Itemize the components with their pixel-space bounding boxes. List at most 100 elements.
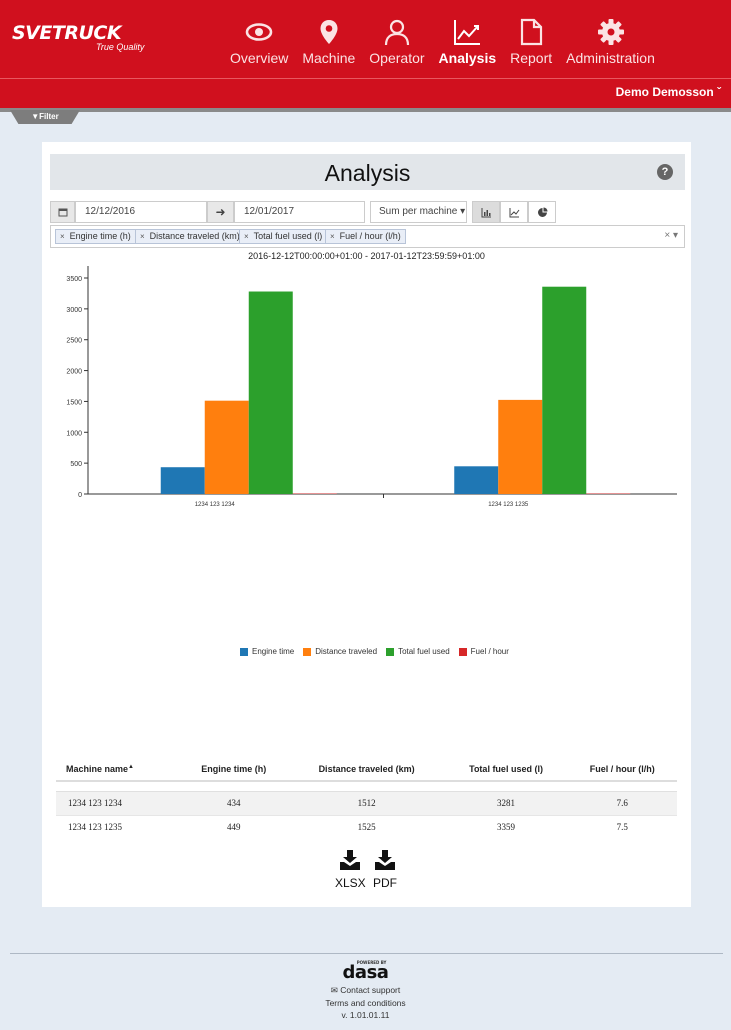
tag-engine-time[interactable]: × Engine time (h) bbox=[55, 229, 136, 244]
clear-tags-button[interactable]: × ▾ bbox=[664, 230, 678, 241]
bar-chart-view-button[interactable] bbox=[472, 201, 500, 223]
y-tick-label: 2500 bbox=[66, 338, 82, 345]
legend-item-fuel-per-hour[interactable]: Fuel / hour bbox=[458, 647, 509, 656]
tag-label: Fuel / hour (l/h) bbox=[339, 231, 401, 241]
legend-label: Total fuel used bbox=[398, 647, 450, 656]
download-pdf-button[interactable]: PDF bbox=[373, 850, 397, 890]
metric-selector[interactable]: × Engine time (h) × Distance traveled (km)… bbox=[50, 225, 685, 248]
dasa-logo[interactable]: dasa POWERED BY bbox=[343, 960, 389, 983]
top-navigation-bar: SVETRUCK True Quality Overview Machine O… bbox=[0, 0, 731, 78]
nav-item-overview[interactable]: Overview bbox=[230, 18, 288, 66]
nav-item-analysis[interactable]: Analysis bbox=[438, 18, 497, 66]
bar bbox=[248, 291, 293, 494]
line-chart-icon bbox=[509, 208, 519, 218]
title-bar: Analysis ? bbox=[50, 154, 685, 190]
date-from-input[interactable]: 12/12/2016 bbox=[75, 201, 207, 223]
footer-divider bbox=[10, 953, 723, 954]
nav-item-administration[interactable]: Administration bbox=[566, 18, 655, 66]
cell-total-fuel-used: 3359 bbox=[444, 814, 568, 839]
document-icon bbox=[521, 18, 543, 46]
aggregation-dropdown[interactable]: Sum per machine ▾ bbox=[370, 201, 467, 223]
legend-label: Distance traveled bbox=[315, 647, 378, 656]
table-row[interactable]: 1234 123 1235 449 1525 3359 7.5 bbox=[56, 814, 677, 839]
y-tick-label: 3000 bbox=[66, 307, 82, 314]
user-menu[interactable]: Demo Demosson ˇ bbox=[615, 85, 721, 99]
remove-tag-icon[interactable]: × bbox=[60, 232, 65, 241]
cell-machine-name: 1234 123 1235 bbox=[56, 814, 179, 839]
nav-label: Administration bbox=[566, 50, 655, 66]
column-header-engine-time[interactable]: Engine time (h) bbox=[179, 757, 289, 782]
remove-tag-icon[interactable]: × bbox=[330, 232, 335, 241]
bar-chart: 0 500 1000 1500 2000 2500 3000 3500 1234 123 123… bbox=[66, 266, 677, 508]
tag-fuel-per-hour[interactable]: × Fuel / hour (l/h) bbox=[325, 229, 406, 244]
contact-support-link[interactable]: ✉ Contact support bbox=[0, 985, 731, 996]
nav-label: Analysis bbox=[438, 50, 497, 66]
powered-by-label: POWERED BY bbox=[356, 960, 387, 965]
y-tick-label: 1500 bbox=[66, 399, 82, 406]
line-chart-icon bbox=[454, 20, 481, 45]
bar bbox=[498, 399, 543, 494]
legend-item-total-fuel-used[interactable]: Total fuel used bbox=[386, 647, 450, 656]
column-header-distance-traveled[interactable]: Distance traveled (km) bbox=[288, 757, 445, 782]
calendar-button[interactable] bbox=[50, 201, 75, 223]
legend-swatch bbox=[303, 647, 312, 656]
bar bbox=[160, 467, 205, 494]
footer: dasa POWERED BY ✉ Contact support Terms a… bbox=[0, 960, 731, 1020]
filter-toggle[interactable]: ▼Filter bbox=[10, 110, 80, 124]
x-tick-label: 1234 123 1235 bbox=[488, 502, 529, 508]
nav-label: Operator bbox=[369, 50, 425, 66]
filter-label: Filter bbox=[39, 112, 59, 121]
nav-item-report[interactable]: Report bbox=[510, 18, 552, 66]
remove-tag-icon[interactable]: × bbox=[140, 232, 145, 241]
legend-label: Engine time bbox=[252, 647, 295, 656]
column-header-label: Machine name bbox=[66, 763, 129, 774]
table-row[interactable]: 1234 123 1234 434 1512 3281 7.6 bbox=[56, 790, 677, 815]
tag-total-fuel-used[interactable]: × Total fuel used (l) bbox=[239, 229, 328, 244]
nav-item-operator[interactable]: Operator bbox=[369, 18, 425, 66]
version-label: v. 1.01.01.11 bbox=[341, 1010, 390, 1020]
legend-item-distance-traveled[interactable]: Distance traveled bbox=[303, 647, 377, 656]
brand-name: SVETRUCK bbox=[12, 22, 122, 44]
terms-link[interactable]: Terms and conditions bbox=[325, 998, 406, 1008]
gear-icon bbox=[597, 19, 624, 45]
cell-engine-time: 449 bbox=[179, 814, 289, 839]
download-icon bbox=[375, 850, 395, 870]
nav-label: Machine bbox=[302, 50, 356, 66]
legend-swatch bbox=[240, 647, 248, 656]
envelope-icon: ✉ bbox=[330, 985, 338, 995]
legend-item-engine-time[interactable]: Engine time bbox=[240, 647, 294, 656]
cell-fuel-per-hour: 7.5 bbox=[567, 814, 677, 839]
cell-fuel-per-hour: 7.6 bbox=[567, 790, 677, 815]
column-header-fuel-per-hour[interactable]: Fuel / hour (l/h) bbox=[567, 757, 677, 782]
y-tick-label: 3500 bbox=[66, 276, 82, 283]
nav-label: Overview bbox=[230, 50, 289, 66]
person-icon bbox=[384, 19, 410, 46]
download-label: XLSX bbox=[335, 876, 366, 890]
brand-logo[interactable]: SVETRUCK True Quality bbox=[12, 22, 144, 52]
column-header-total-fuel-used[interactable]: Total fuel used (l) bbox=[444, 757, 568, 782]
remove-tag-icon[interactable]: × bbox=[244, 232, 249, 241]
legend-swatch bbox=[386, 647, 395, 656]
eye-icon bbox=[245, 23, 273, 41]
cell-total-fuel-used: 3281 bbox=[444, 790, 568, 815]
pie-chart-view-button[interactable] bbox=[528, 201, 556, 223]
x-tick-label: 1234 123 1234 bbox=[195, 502, 236, 508]
sort-ascending-icon: ▲ bbox=[128, 763, 134, 770]
line-chart-view-button[interactable] bbox=[500, 201, 528, 223]
help-icon[interactable]: ? bbox=[657, 164, 673, 180]
nav-item-machine[interactable]: Machine bbox=[302, 18, 355, 66]
tag-distance-traveled[interactable]: × Distance traveled (km) bbox=[135, 229, 245, 244]
cell-distance-traveled: 1525 bbox=[288, 814, 445, 839]
bar bbox=[542, 286, 587, 494]
y-tick-label: 0 bbox=[78, 492, 82, 499]
arrow-right-icon: ➜ bbox=[207, 201, 234, 223]
cell-distance-traveled: 1512 bbox=[288, 790, 445, 815]
map-pin-icon bbox=[320, 20, 338, 44]
download-icon bbox=[340, 850, 361, 870]
column-header-machine-name[interactable]: Machine name▲ bbox=[56, 757, 179, 782]
filter-icon: ▼ bbox=[31, 112, 40, 121]
date-to-input[interactable]: 12/01/2017 bbox=[234, 201, 365, 223]
pie-chart-icon bbox=[537, 207, 547, 217]
download-xlsx-button[interactable]: XLSX bbox=[335, 850, 366, 890]
page-title: Analysis bbox=[324, 160, 411, 186]
